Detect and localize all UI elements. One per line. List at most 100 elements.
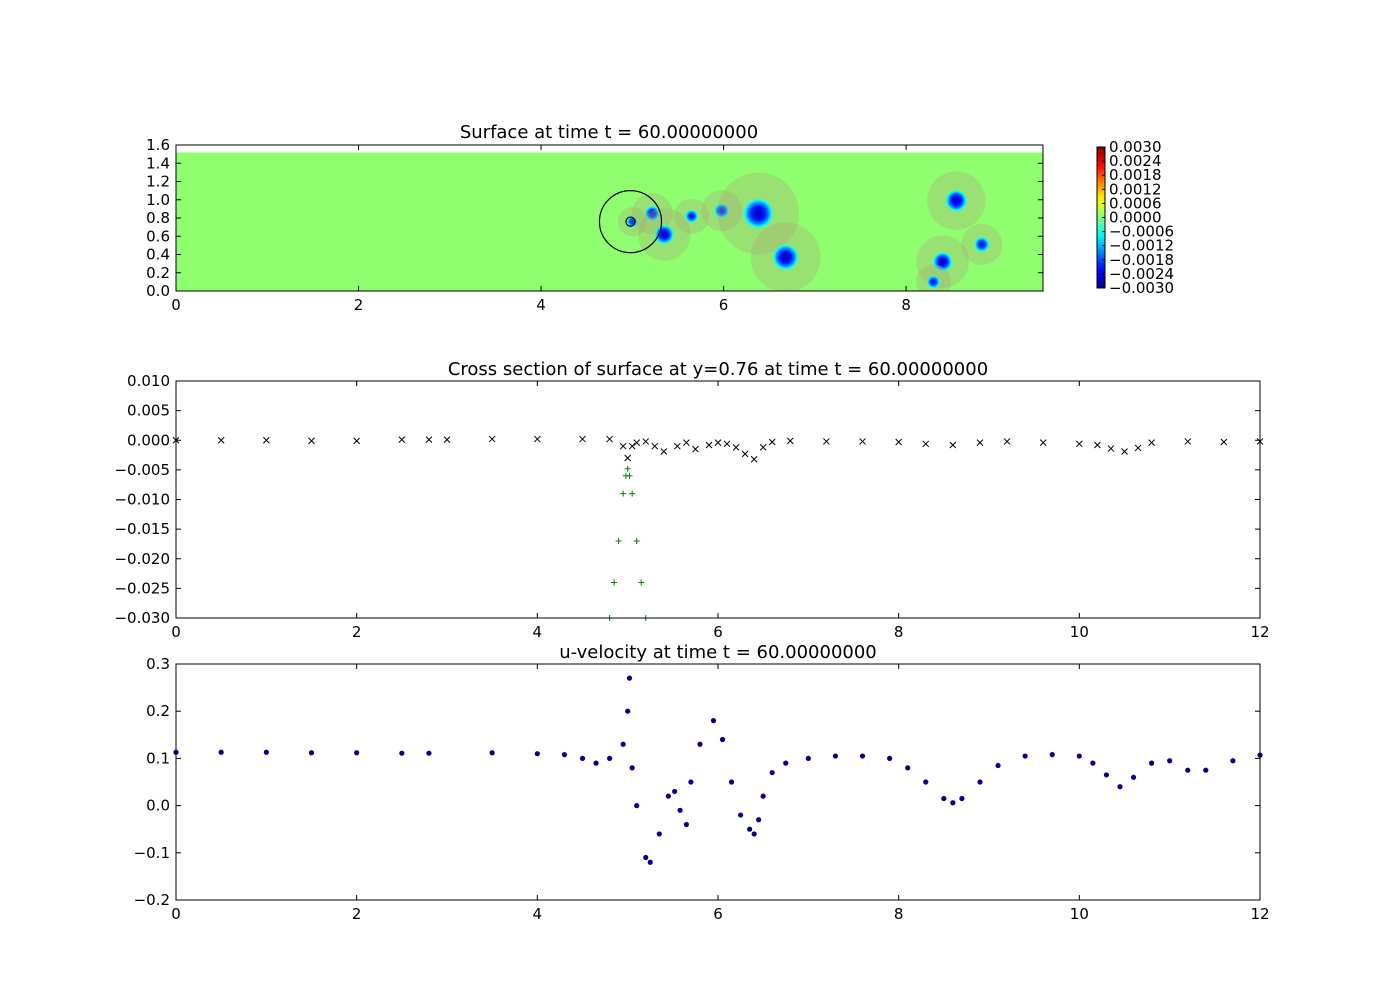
cross-section-ytick-label: 0.005 — [127, 402, 170, 420]
cross-section-ytick-label: 0.000 — [127, 431, 170, 449]
surface-xtick-label: 6 — [719, 296, 729, 314]
u-velocity-point — [950, 800, 956, 806]
surface-depression — [945, 189, 968, 212]
u-velocity-point — [719, 736, 726, 743]
cross-section-point-bottom — [624, 465, 631, 472]
cross-section-xtick-label: 8 — [894, 623, 904, 641]
cross-section-point-surface — [660, 448, 668, 455]
surface-axes: 0 2 4 6 8 0.00.20.40.60.81.01.21.41.6 — [146, 136, 1044, 314]
u-velocity-point — [399, 750, 405, 756]
u-velocity-point — [859, 753, 866, 759]
u-velocity-point — [887, 755, 893, 762]
cross-section-panel: Cross section of surface at y=0.76 at ti… — [114, 359, 1269, 641]
u-velocity-title: u-velocity at time t = 60.00000000 — [559, 642, 877, 663]
cross-section-point-surface — [823, 438, 830, 445]
cross-section-point-surface — [768, 438, 776, 446]
u-velocity-point — [308, 750, 315, 756]
u-velocity-ytick-label: −0.2 — [134, 891, 170, 909]
u-velocity-point — [905, 765, 911, 771]
u-velocity-axes: 0 2 4 6 8 10 12 0.3 0.2 0.1 0.0 −0.1 −0.2 — [134, 655, 1270, 923]
u-velocity-point — [263, 749, 269, 755]
u-velocity-ytick-label: 0.2 — [146, 702, 170, 720]
cross-section-point-surface — [619, 442, 627, 450]
cross-section-point-surface — [624, 454, 632, 462]
cross-section-point-surface — [633, 439, 641, 446]
u-velocity-panel: u-velocity at time t = 60.00000000 0 2 4 6 8… — [134, 642, 1270, 923]
surface-ytick-label: 1.6 — [146, 136, 170, 154]
u-velocity-point — [634, 803, 640, 809]
cross-section-point-surface — [750, 455, 758, 463]
cross-section-ytick-label: −0.010 — [114, 491, 170, 509]
u-velocity-point — [672, 788, 678, 795]
cross-section-point-surface — [606, 435, 613, 443]
cross-section-point-surface — [922, 440, 930, 448]
surface-ytick-label: 0.6 — [146, 227, 170, 245]
cross-section-point-surface — [1107, 445, 1115, 452]
u-velocity-point — [832, 753, 839, 759]
cross-section-point-bottom — [633, 537, 640, 544]
u-velocity-point — [1230, 758, 1236, 764]
surface-xtick-label: 2 — [354, 296, 364, 314]
cross-section-point-bottom — [611, 579, 618, 586]
u-velocity-xtick-label: 6 — [713, 905, 723, 923]
cross-section-point-surface — [262, 436, 270, 444]
u-velocity-point — [760, 793, 766, 799]
u-velocity-ytick-label: 0.0 — [146, 797, 170, 815]
cross-section-plot-area — [172, 435, 1264, 621]
u-velocity-point — [1022, 753, 1028, 759]
u-velocity-point — [620, 741, 626, 747]
cross-section-point-surface — [1184, 438, 1192, 445]
u-velocity-point — [688, 779, 694, 785]
cross-section-axes: 0 2 4 6 8 10 12 0.010 0.005 0.000 −0.005 −0.010 −0.0… — [114, 372, 1269, 641]
surface-background-field — [176, 152, 1043, 291]
cross-section-xtick-label: 10 — [1070, 623, 1089, 641]
surface-ring — [598, 190, 663, 254]
u-velocity-point — [1076, 753, 1082, 759]
cross-section-ytick-label: −0.005 — [114, 461, 170, 479]
u-velocity-point — [1130, 774, 1137, 780]
cross-section-point-surface — [488, 435, 496, 443]
surface-ytick-label: 0.0 — [146, 282, 170, 300]
colorbar-tick-label: −0.0018 — [1109, 251, 1174, 269]
u-velocity-point — [626, 675, 633, 681]
u-velocity-point — [751, 831, 757, 837]
u-velocity-xtick-label: 0 — [171, 905, 181, 923]
cross-section-point-surface — [714, 439, 722, 446]
surface-depression — [742, 198, 774, 229]
cross-section-ytick-label: −0.025 — [114, 579, 170, 597]
u-velocity-xtick-label: 2 — [352, 905, 362, 923]
cross-section-point-bottom — [638, 579, 645, 586]
cross-section-xtick-label: 6 — [713, 623, 723, 641]
u-velocity-point — [959, 795, 965, 802]
surface-depression — [714, 203, 730, 219]
colorbar: 0.00300.00240.00180.00120.00060.0000−0.0… — [1096, 138, 1174, 297]
surface-field — [176, 152, 1043, 291]
surface-ytick-label: 1.0 — [146, 191, 170, 209]
cross-section-point-surface — [759, 444, 767, 451]
cross-section-point-bottom — [626, 472, 633, 479]
surface-depression — [685, 209, 699, 223]
colorbar-tick-label: −0.0024 — [1109, 265, 1174, 283]
u-velocity-point — [593, 760, 599, 766]
cross-section-xtick-label: 2 — [352, 623, 362, 641]
u-velocity-point — [1117, 784, 1123, 790]
cross-section-point-surface — [673, 442, 681, 450]
u-velocity-xtick-label: 10 — [1070, 905, 1089, 923]
surface-depression — [644, 205, 661, 222]
u-velocity-point — [805, 755, 811, 762]
cross-section-point-surface — [692, 445, 699, 453]
u-velocity-point — [941, 795, 947, 802]
u-velocity-point — [710, 718, 717, 724]
u-velocity-point — [769, 769, 775, 776]
u-velocity-point — [783, 760, 789, 766]
cross-section-ytick-label: 0.010 — [127, 372, 170, 390]
u-velocity-point — [643, 854, 649, 861]
cross-section-point-surface — [579, 435, 586, 443]
cross-section-point-surface — [398, 436, 406, 444]
cross-section-xtick-label: 0 — [171, 623, 181, 641]
cross-section-point-surface — [651, 442, 659, 450]
u-velocity-point — [683, 821, 689, 828]
cross-section-point-surface — [642, 438, 650, 445]
surface-title: Surface at time t = 60.00000000 — [460, 122, 758, 143]
